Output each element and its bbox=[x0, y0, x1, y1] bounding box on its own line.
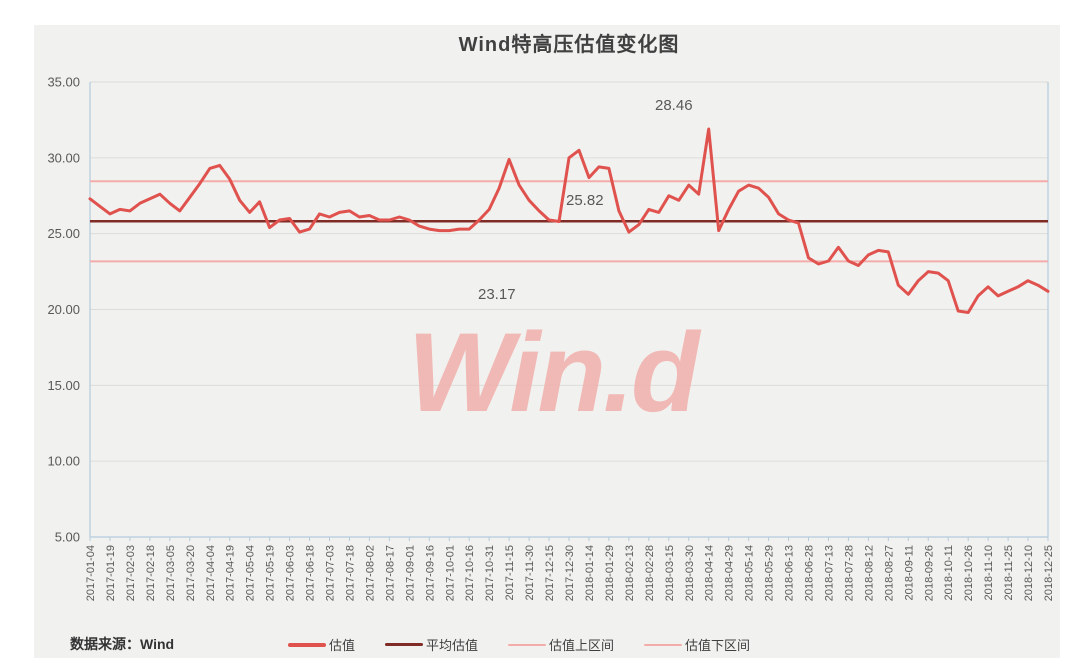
x-axis-labels: 2017-01-04 2017-01-19 2017-02-03 2017-02-18… bbox=[85, 545, 1055, 601]
svg-text:2018-12-10: 2018-12-10 bbox=[1023, 545, 1035, 601]
average-value-label: 25.82 bbox=[566, 192, 604, 209]
svg-text:2018-11-10: 2018-11-10 bbox=[983, 545, 995, 600]
svg-text:2018-08-27: 2018-08-27 bbox=[883, 545, 895, 601]
svg-text:2018-04-14: 2018-04-14 bbox=[704, 545, 716, 601]
data-source: 数据来源：Wind bbox=[70, 634, 174, 654]
valuation-series-line bbox=[88, 127, 1050, 314]
svg-text:2018-06-28: 2018-06-28 bbox=[804, 545, 816, 601]
svg-text:20.00: 20.00 bbox=[47, 302, 80, 317]
svg-text:2018-05-14: 2018-05-14 bbox=[744, 545, 756, 601]
svg-text:2017-01-04: 2017-01-04 bbox=[85, 545, 97, 601]
svg-text:2017-12-15: 2017-12-15 bbox=[544, 545, 556, 601]
lower-band-swatch-icon bbox=[644, 643, 683, 646]
svg-text:5.00: 5.00 bbox=[55, 530, 80, 545]
svg-text:2018-01-29: 2018-01-29 bbox=[604, 545, 616, 601]
svg-text:2017-10-31: 2017-10-31 bbox=[484, 545, 496, 601]
x-axis-ticks bbox=[89, 537, 1049, 541]
svg-text:2017-10-01: 2017-10-01 bbox=[444, 545, 456, 601]
svg-text:2018-08-12: 2018-08-12 bbox=[863, 545, 875, 601]
svg-text:2017-11-30: 2017-11-30 bbox=[524, 545, 536, 600]
svg-text:2017-07-03: 2017-07-03 bbox=[325, 545, 337, 601]
svg-text:2017-03-20: 2017-03-20 bbox=[185, 545, 197, 601]
svg-text:2017-03-05: 2017-03-05 bbox=[165, 545, 177, 601]
y-axis-labels: 5.00 10.00 15.00 20.00 25.00 30.00 35.00 bbox=[47, 75, 80, 545]
svg-text:2017-05-04: 2017-05-04 bbox=[245, 545, 257, 601]
chart-footer: 数据来源：Wind 估值 平均估值 估值上区间 估值下区间 bbox=[0, 632, 1072, 656]
chart-card bbox=[34, 25, 1060, 658]
legend-item-lower-band: 估值下区间 bbox=[644, 635, 750, 654]
valuation-line-swatch-icon bbox=[288, 642, 326, 647]
svg-text:2018-02-28: 2018-02-28 bbox=[644, 545, 656, 601]
svg-text:2018-12-25: 2018-12-25 bbox=[1043, 545, 1055, 601]
svg-text:2018-04-29: 2018-04-29 bbox=[724, 545, 736, 601]
legend-label: 平均估值 bbox=[426, 638, 479, 653]
svg-text:2017-04-04: 2017-04-04 bbox=[205, 545, 217, 601]
svg-text:35.00: 35.00 bbox=[47, 75, 80, 90]
svg-text:25.00: 25.00 bbox=[47, 226, 80, 241]
svg-text:2018-03-15: 2018-03-15 bbox=[664, 545, 676, 601]
svg-text:2018-05-29: 2018-05-29 bbox=[764, 545, 776, 601]
svg-text:2017-09-01: 2017-09-01 bbox=[404, 545, 416, 601]
svg-text:2018-11-25: 2018-11-25 bbox=[1003, 545, 1015, 600]
svg-text:2018-01-14: 2018-01-14 bbox=[584, 545, 596, 601]
svg-text:2018-06-13: 2018-06-13 bbox=[784, 545, 796, 601]
svg-text:2017-02-03: 2017-02-03 bbox=[125, 545, 137, 601]
svg-text:2017-05-19: 2017-05-19 bbox=[265, 545, 277, 601]
legend-label: 估值上区间 bbox=[549, 638, 615, 653]
svg-text:2018-07-13: 2018-07-13 bbox=[823, 545, 835, 601]
legend-item-valuation: 估值 bbox=[288, 635, 355, 654]
lower-band-value-label: 23.17 bbox=[478, 286, 516, 303]
svg-text:30.00: 30.00 bbox=[47, 150, 80, 165]
data-source-label: 数据来源： bbox=[70, 636, 140, 652]
svg-text:10.00: 10.00 bbox=[47, 454, 80, 469]
svg-text:2017-02-18: 2017-02-18 bbox=[145, 545, 157, 601]
legend-label: 估值 bbox=[329, 638, 356, 653]
chart-title: Wind特高压估值变化图 bbox=[458, 34, 680, 56]
svg-text:2017-08-17: 2017-08-17 bbox=[384, 545, 396, 601]
svg-text:2018-09-26: 2018-09-26 bbox=[923, 545, 935, 601]
chart-legend: 估值 平均估值 估值上区间 估值下区间 bbox=[288, 635, 750, 654]
svg-text:2018-03-30: 2018-03-30 bbox=[684, 545, 696, 601]
average-line-swatch-icon bbox=[385, 643, 424, 646]
svg-text:2018-07-28: 2018-07-28 bbox=[843, 545, 855, 601]
svg-text:2017-08-02: 2017-08-02 bbox=[364, 545, 376, 601]
legend-label: 估值下区间 bbox=[685, 638, 751, 653]
legend-item-average: 平均估值 bbox=[385, 635, 478, 654]
svg-text:2017-07-18: 2017-07-18 bbox=[344, 545, 356, 601]
svg-text:2017-06-03: 2017-06-03 bbox=[285, 545, 297, 601]
svg-text:2018-10-26: 2018-10-26 bbox=[963, 545, 975, 601]
legend-item-upper-band: 估值上区间 bbox=[508, 635, 614, 654]
svg-text:2018-02-13: 2018-02-13 bbox=[624, 545, 636, 601]
svg-text:2017-04-19: 2017-04-19 bbox=[225, 545, 237, 601]
svg-text:2017-11-15: 2017-11-15 bbox=[504, 545, 516, 600]
svg-text:2018-09-11: 2018-09-11 bbox=[903, 545, 915, 600]
svg-text:2017-10-16: 2017-10-16 bbox=[464, 545, 476, 601]
gridlines bbox=[90, 81, 1048, 538]
svg-text:2018-10-11: 2018-10-11 bbox=[943, 545, 955, 600]
svg-text:2017-12-30: 2017-12-30 bbox=[564, 545, 576, 601]
svg-text:2017-06-18: 2017-06-18 bbox=[305, 545, 317, 601]
data-source-value: Wind bbox=[140, 636, 175, 652]
svg-text:2017-09-16: 2017-09-16 bbox=[424, 545, 436, 601]
svg-text:15.00: 15.00 bbox=[47, 378, 80, 393]
upper-band-swatch-icon bbox=[508, 643, 547, 646]
upper-band-value-label: 28.46 bbox=[655, 97, 693, 114]
svg-text:2017-01-19: 2017-01-19 bbox=[105, 545, 117, 601]
